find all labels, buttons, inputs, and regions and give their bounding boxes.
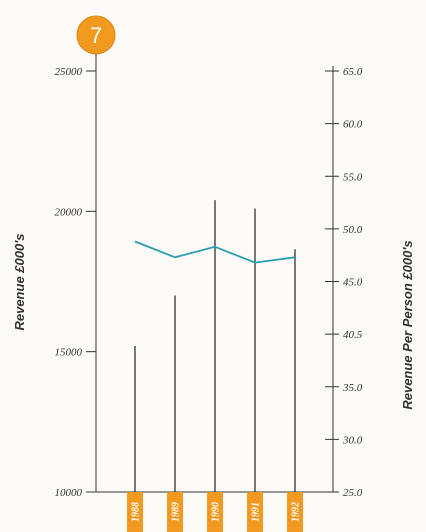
year-labels: 1988 1989 1990 1991 1992 [127,492,303,532]
right-tick-label: 60.0 [343,119,363,131]
badge-number: 7 [90,23,102,48]
left-ticks: 25000 20000 15000 10000 [55,66,96,499]
right-tick-label: 55.0 [343,171,363,183]
year-box-1990: 1990 [207,492,223,532]
year-label: 1991 [251,502,262,522]
year-label: 1990 [211,502,222,522]
left-axis-title: Revenue £000's [12,233,27,330]
left-tick-label: 25000 [55,66,83,78]
year-box-1988: 1988 [127,492,143,532]
right-tick-label: 45.0 [343,277,363,289]
left-tick-label: 10000 [55,487,83,499]
right-tick-label: 40.5 [343,329,363,341]
right-tick-label: 25.0 [343,487,363,499]
year-box-1992: 1992 [287,492,303,532]
year-box-1989: 1989 [167,492,183,532]
bars [134,200,296,492]
year-box-background [207,492,223,532]
right-axis-title: Revenue Per Person £000's [400,240,415,409]
right-tick-label: 50.0 [343,224,363,236]
right-tick-label: 35.0 [342,382,363,394]
badge: 7 [76,15,116,55]
revenue-per-person-points [134,241,296,263]
right-ticks: 65.0 60.0 55.0 50.0 45.0 40.5 35.0 30.0 25.0 [325,66,363,499]
year-box-background [167,492,183,532]
year-box-background [127,492,143,532]
right-tick-label: 30.0 [342,434,363,446]
year-label: 1992 [291,502,302,522]
year-box-background [287,492,303,532]
year-label: 1989 [171,502,182,522]
year-box-1991: 1991 [247,492,263,532]
year-label: 1988 [131,502,142,522]
left-tick-label: 15000 [55,347,83,359]
left-tick-label: 20000 [55,206,83,218]
right-tick-label: 65.0 [343,66,363,78]
year-box-background [247,492,263,532]
